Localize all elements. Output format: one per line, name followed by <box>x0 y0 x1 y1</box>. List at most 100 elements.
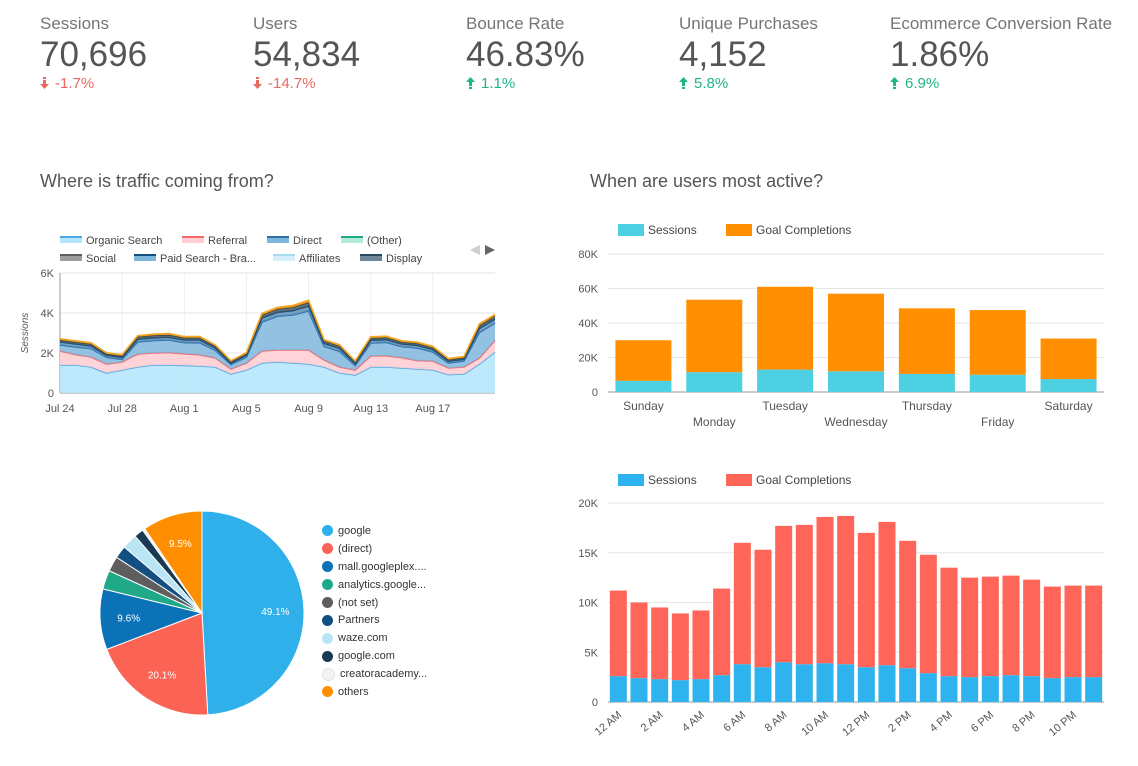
y-tick-label: 10K <box>578 598 598 610</box>
bar-sessions <box>1040 379 1097 392</box>
y-tick-label: 0 <box>592 387 598 399</box>
legend-label: (Other) <box>367 235 402 247</box>
bar-sessions <box>1043 678 1061 702</box>
pie-legend-item: google.com <box>322 647 427 665</box>
pie-legend-swatch <box>322 650 333 662</box>
y-tick-label: 6K <box>41 268 55 280</box>
bar-goal-completions <box>651 607 669 680</box>
pie-legend-label: (not set) <box>338 596 379 609</box>
y-tick-label: 4K <box>41 308 55 320</box>
bar-goal-completions <box>1023 579 1041 677</box>
kpi-delta: 6.9% <box>890 75 1112 92</box>
x-tick-label: 10 PM <box>1047 709 1079 739</box>
kpi-sessions: Sessions 70,696 -1.7% <box>40 14 147 92</box>
kpi-conversion-rate: Ecommerce Conversion Rate 1.86% 6.9% <box>890 14 1112 92</box>
x-tick-label: 4 AM <box>680 709 707 734</box>
pie-legend-swatch <box>322 597 333 608</box>
legend-swatch-line <box>182 236 204 238</box>
pie-legend-swatch <box>322 632 333 644</box>
pie-legend-swatch <box>322 543 333 555</box>
bar-goal-completions <box>630 602 648 679</box>
kpi-delta-value: 1.1% <box>481 74 516 92</box>
bar-sessions <box>713 675 731 702</box>
x-tick-label: Jul 28 <box>107 403 136 415</box>
kpi-users: Users 54,834 -14.7% <box>253 14 360 92</box>
bar-sessions <box>837 664 855 702</box>
legend-label: Sessions <box>648 223 697 237</box>
bar-goal-completions <box>940 567 958 677</box>
legend-label: Display <box>386 253 423 265</box>
x-tick-label: Monday <box>693 415 736 429</box>
legend-swatch <box>618 224 644 236</box>
kpi-delta-value: 5.8% <box>694 74 729 92</box>
bar-goal-completions <box>686 299 743 373</box>
bar-goal-completions <box>713 588 731 676</box>
bar-goal-completions <box>615 340 672 381</box>
kpi-delta: -14.7% <box>253 75 360 92</box>
pie-data-label: 9.5% <box>169 539 192 550</box>
bar-sessions <box>828 371 884 392</box>
bar-goal-completions <box>609 590 627 677</box>
pie-data-label: 9.6% <box>117 614 140 625</box>
pie-legend-swatch <box>322 686 333 698</box>
bar-sessions <box>609 676 627 702</box>
bar-sessions <box>878 665 896 702</box>
bar-sessions <box>686 372 743 392</box>
kpi-delta: 1.1% <box>466 75 585 92</box>
x-tick-label: Aug 1 <box>170 403 199 415</box>
source-pie-chart: 49.1% 20.1% 9.6% 9.5% <box>99 510 305 716</box>
kpi-delta: 5.8% <box>679 75 818 92</box>
bar-goal-completions <box>754 549 772 668</box>
kpi-label: Sessions <box>40 14 109 33</box>
pie-data-label: 20.1% <box>148 671 176 682</box>
pie-legend-label: google.com <box>338 650 395 663</box>
legend-label: Direct <box>293 235 322 247</box>
arrow-up-icon <box>466 77 475 90</box>
y-tick-label: 40K <box>578 318 598 330</box>
x-tick-label: 8 AM <box>763 709 790 734</box>
bar-goal-completions <box>919 554 937 674</box>
kpi-value: 1.86% <box>890 35 990 74</box>
kpi-label: Bounce Rate <box>466 14 565 33</box>
y-tick-label: 2K <box>41 348 55 360</box>
arrow-up-icon <box>890 77 899 90</box>
legend-label: Goal Completions <box>756 223 851 237</box>
kpi-value: 4,152 <box>679 35 767 74</box>
bar-goal-completions <box>898 308 955 374</box>
bar-goal-completions <box>1043 586 1061 679</box>
x-tick-label: Wednesday <box>824 415 887 429</box>
bar-sessions <box>1085 677 1103 702</box>
x-tick-label: 8 PM <box>1010 709 1037 735</box>
bar-goal-completions <box>795 524 813 665</box>
x-tick-label: Saturday <box>1045 399 1093 413</box>
y-tick-label: 0 <box>592 697 598 709</box>
bar-sessions <box>754 667 772 702</box>
area-organic-search <box>60 352 495 393</box>
pie-legend-item: google <box>322 522 427 540</box>
traffic-area-chart: Organic Search Referral Direct (Other) Socia… <box>20 235 496 415</box>
legend-swatch <box>60 237 82 243</box>
line-direct <box>59 310 496 367</box>
pie-legend-swatch <box>322 614 333 626</box>
legend-swatch <box>726 224 752 236</box>
legend-swatch <box>726 474 752 486</box>
bar-goal-completions <box>816 516 834 664</box>
pie-legend-swatch <box>322 561 333 573</box>
bar-sessions <box>961 677 979 702</box>
legend-swatch <box>60 255 82 261</box>
kpi-value: 46.83% <box>466 35 585 74</box>
bar-goal-completions <box>857 532 875 668</box>
pie-legend-item: creatoracademy... <box>322 665 427 683</box>
bar-goal-completions <box>1085 585 1103 678</box>
legend-swatch-line <box>134 254 156 256</box>
traffic-section-title: Where is traffic coming from? <box>40 171 274 191</box>
bar-goal-completions <box>1040 338 1097 380</box>
bar-goal-completions <box>981 576 999 677</box>
pie-legend-label: mall.googleplex.... <box>338 560 427 573</box>
x-tick-label: 6 PM <box>969 709 996 735</box>
bar-sessions <box>775 662 793 702</box>
pie-legend-swatch <box>322 525 333 537</box>
bar-sessions <box>940 676 958 702</box>
x-tick-label: 12 PM <box>840 709 872 739</box>
x-tick-label: 2 PM <box>886 709 913 735</box>
